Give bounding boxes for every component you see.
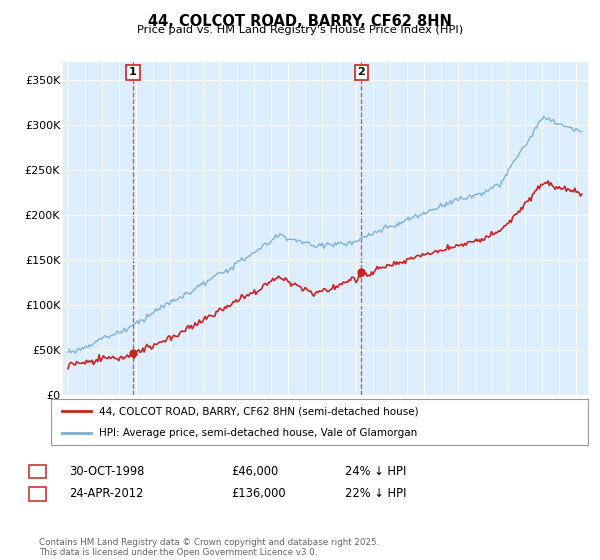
Text: 30-OCT-1998: 30-OCT-1998 bbox=[69, 465, 145, 478]
Text: £46,000: £46,000 bbox=[231, 465, 278, 478]
Text: 22% ↓ HPI: 22% ↓ HPI bbox=[345, 487, 407, 501]
Text: 1: 1 bbox=[129, 67, 137, 77]
Text: Contains HM Land Registry data © Crown copyright and database right 2025.
This d: Contains HM Land Registry data © Crown c… bbox=[39, 538, 379, 557]
Text: 44, COLCOT ROAD, BARRY, CF62 8HN (semi-detached house): 44, COLCOT ROAD, BARRY, CF62 8HN (semi-d… bbox=[100, 406, 419, 416]
Text: Price paid vs. HM Land Registry's House Price Index (HPI): Price paid vs. HM Land Registry's House … bbox=[137, 25, 463, 35]
Text: 24% ↓ HPI: 24% ↓ HPI bbox=[345, 465, 406, 478]
Text: HPI: Average price, semi-detached house, Vale of Glamorgan: HPI: Average price, semi-detached house,… bbox=[100, 428, 418, 438]
Text: 2: 2 bbox=[358, 67, 365, 77]
Text: £136,000: £136,000 bbox=[231, 487, 286, 501]
Text: 44, COLCOT ROAD, BARRY, CF62 8HN: 44, COLCOT ROAD, BARRY, CF62 8HN bbox=[148, 14, 452, 29]
Text: 24-APR-2012: 24-APR-2012 bbox=[69, 487, 143, 501]
Text: 1: 1 bbox=[34, 466, 41, 477]
Text: 2: 2 bbox=[34, 489, 41, 499]
